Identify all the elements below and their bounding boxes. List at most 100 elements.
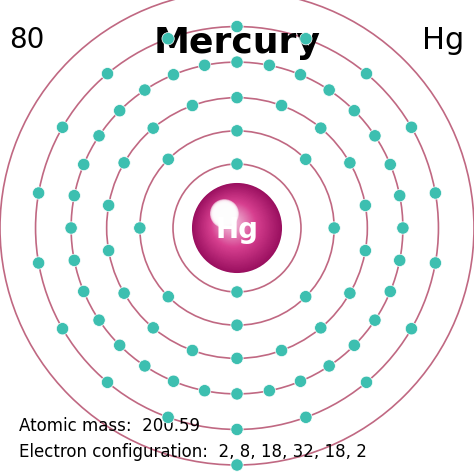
Text: Mercury: Mercury — [154, 26, 320, 60]
Circle shape — [219, 208, 230, 219]
Circle shape — [219, 208, 230, 219]
Circle shape — [68, 190, 81, 202]
Circle shape — [65, 222, 77, 234]
Circle shape — [223, 214, 240, 231]
Circle shape — [134, 222, 146, 234]
Circle shape — [300, 153, 312, 165]
Circle shape — [405, 323, 418, 335]
Circle shape — [393, 190, 406, 202]
Circle shape — [315, 322, 327, 334]
Circle shape — [200, 190, 272, 263]
Circle shape — [198, 189, 274, 266]
Circle shape — [206, 197, 263, 254]
Circle shape — [227, 218, 235, 226]
Circle shape — [360, 67, 373, 80]
Circle shape — [198, 189, 273, 265]
Circle shape — [205, 196, 264, 255]
Circle shape — [210, 199, 239, 228]
Circle shape — [226, 217, 236, 227]
Circle shape — [217, 208, 248, 239]
Circle shape — [216, 207, 250, 241]
Circle shape — [221, 212, 242, 233]
Circle shape — [212, 203, 255, 246]
Circle shape — [214, 205, 252, 243]
Circle shape — [162, 153, 174, 165]
Circle shape — [315, 122, 327, 134]
Circle shape — [300, 32, 312, 45]
Circle shape — [118, 157, 130, 169]
Circle shape — [294, 375, 307, 388]
Circle shape — [231, 388, 243, 400]
Circle shape — [220, 211, 244, 235]
Circle shape — [359, 199, 372, 211]
Circle shape — [212, 203, 254, 245]
Circle shape — [201, 192, 269, 260]
Circle shape — [397, 222, 409, 234]
Circle shape — [218, 209, 247, 238]
Circle shape — [348, 339, 360, 352]
Circle shape — [195, 186, 278, 269]
Circle shape — [222, 213, 241, 232]
Circle shape — [78, 158, 90, 171]
Circle shape — [114, 104, 126, 117]
Circle shape — [384, 285, 396, 298]
Circle shape — [213, 204, 253, 244]
Circle shape — [218, 209, 246, 238]
Circle shape — [200, 191, 271, 262]
Circle shape — [212, 202, 236, 226]
Circle shape — [220, 212, 243, 234]
Circle shape — [221, 210, 228, 217]
Circle shape — [429, 187, 442, 199]
Circle shape — [348, 104, 360, 117]
Circle shape — [224, 215, 238, 229]
Circle shape — [212, 201, 237, 226]
Circle shape — [231, 20, 243, 33]
Circle shape — [32, 257, 45, 269]
Circle shape — [139, 360, 151, 372]
Circle shape — [217, 206, 232, 221]
Circle shape — [228, 219, 233, 224]
Text: Electron configuration:  2, 8, 18, 32, 18, 2: Electron configuration: 2, 8, 18, 32, 18… — [19, 443, 367, 461]
Circle shape — [201, 192, 270, 261]
Circle shape — [323, 84, 335, 96]
Circle shape — [263, 385, 275, 397]
Circle shape — [93, 314, 105, 326]
Circle shape — [225, 216, 237, 228]
Circle shape — [162, 411, 174, 424]
Circle shape — [228, 218, 234, 225]
Text: Hg: Hg — [422, 26, 465, 55]
Circle shape — [300, 411, 312, 424]
Circle shape — [231, 56, 243, 68]
Circle shape — [203, 194, 267, 258]
Circle shape — [56, 323, 69, 335]
Circle shape — [186, 99, 199, 112]
Text: 80: 80 — [9, 26, 45, 54]
Circle shape — [360, 376, 373, 389]
Circle shape — [186, 344, 199, 357]
Circle shape — [209, 200, 259, 250]
Circle shape — [102, 199, 115, 211]
Circle shape — [275, 99, 288, 112]
Circle shape — [275, 344, 288, 357]
Circle shape — [118, 287, 130, 299]
Circle shape — [215, 204, 234, 223]
Circle shape — [393, 254, 406, 266]
Circle shape — [210, 202, 256, 247]
Circle shape — [101, 376, 114, 389]
Circle shape — [224, 215, 239, 230]
Circle shape — [208, 199, 261, 252]
Circle shape — [231, 423, 243, 436]
Text: Atomic mass:  200.59: Atomic mass: 200.59 — [19, 417, 200, 435]
Circle shape — [68, 254, 81, 266]
Circle shape — [215, 206, 251, 242]
Circle shape — [231, 319, 243, 332]
Circle shape — [216, 207, 249, 240]
Circle shape — [359, 245, 372, 257]
Circle shape — [162, 32, 174, 45]
Circle shape — [218, 207, 231, 220]
Circle shape — [222, 213, 240, 231]
Circle shape — [139, 84, 151, 96]
Circle shape — [229, 220, 232, 223]
Circle shape — [167, 68, 180, 81]
Circle shape — [204, 195, 266, 257]
